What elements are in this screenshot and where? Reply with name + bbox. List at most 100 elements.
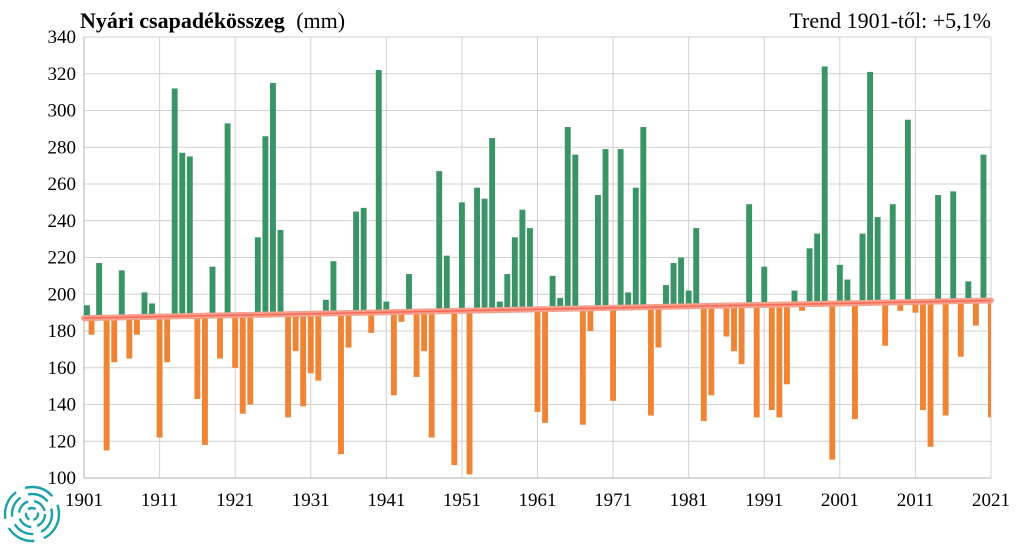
bar-1942	[390, 312, 397, 396]
bar-1903	[96, 263, 103, 318]
bar-1912	[164, 316, 171, 363]
bar-1934	[330, 261, 337, 314]
bar-1917	[201, 315, 208, 445]
bar-1940	[375, 70, 382, 313]
bar-1906	[118, 270, 125, 318]
x-tick-label: 1971	[594, 490, 632, 511]
bar-1993	[776, 304, 783, 418]
bar-2017	[957, 301, 964, 357]
bar-1902	[88, 317, 95, 335]
bar-1916	[194, 315, 201, 399]
bar-1924	[254, 237, 261, 315]
bar-1968	[587, 308, 594, 331]
y-axis-ticks: 340 320 300 280 260 240 220 200 180 160 140 120 100	[48, 27, 77, 489]
bar-1990	[753, 305, 760, 418]
bar-1946	[421, 311, 428, 352]
bar-1963	[549, 275, 556, 310]
x-tick-label: 1981	[670, 490, 708, 511]
bar-1931	[307, 313, 314, 374]
y-tick-label: 320	[48, 64, 77, 85]
x-tick-label: 2021	[972, 490, 1010, 511]
bar-1945	[413, 311, 420, 377]
bar-1973	[625, 292, 632, 308]
bar-2001	[836, 264, 843, 304]
bar-1944	[406, 274, 412, 312]
bar-1971	[610, 307, 617, 401]
y-tick-label: 100	[48, 468, 77, 489]
trend-label: Trend 1901-től: +5,1%	[789, 8, 991, 33]
bar-1935	[338, 313, 344, 455]
bar-1907	[126, 317, 133, 359]
logo-icon	[3, 485, 61, 543]
bar-2006	[874, 217, 881, 303]
x-tick-label: 2001	[821, 490, 859, 511]
trend-line-core	[83, 299, 992, 319]
bar-1970	[602, 149, 609, 308]
bar-1953	[474, 187, 480, 311]
bar-1954	[481, 198, 488, 311]
x-tick-label: 1951	[443, 490, 481, 511]
bar-1994	[783, 304, 790, 385]
bar-2003	[852, 303, 858, 420]
bar-2019	[972, 300, 979, 326]
chart-title-main: Nyári csapadékösszeg	[80, 8, 285, 33]
x-axis-ticks: 1901 1911 1921 1931 1941 1951 1961 1971 1981 1991…	[65, 490, 1010, 511]
bar-1905	[111, 317, 118, 363]
bars	[81, 66, 994, 475]
bar-1911	[156, 316, 163, 438]
x-tick-label: 1961	[519, 490, 557, 511]
bar-1943	[398, 311, 405, 322]
bar-1978	[663, 285, 669, 307]
bar-1955	[489, 138, 496, 311]
bar-1984	[708, 305, 715, 396]
bar-1987	[731, 305, 737, 352]
bar-1960	[526, 228, 533, 310]
y-tick-label: 140	[48, 395, 77, 416]
bar-1952	[466, 310, 473, 475]
bar-1901	[84, 305, 90, 319]
bar-1982	[693, 228, 700, 307]
bar-1918	[209, 266, 216, 316]
bar-2011	[912, 301, 919, 313]
bar-2021	[988, 300, 991, 418]
bar-1992	[768, 304, 775, 411]
bar-1904	[103, 317, 110, 451]
bar-1926	[270, 82, 276, 315]
bar-1929	[292, 314, 299, 352]
bar-1966	[572, 154, 579, 309]
x-tick-label: 1991	[745, 490, 783, 511]
y-tick-label: 200	[48, 284, 77, 305]
bar-1941	[383, 301, 390, 313]
bar-1996	[799, 304, 805, 311]
bar-1910	[149, 303, 155, 317]
y-tick-label: 240	[48, 211, 77, 232]
bar-2015	[942, 301, 949, 416]
bar-2016	[950, 191, 957, 302]
y-tick-label: 280	[48, 137, 77, 158]
bar-1989	[746, 204, 753, 306]
bar-2012	[920, 301, 926, 411]
bar-1923	[247, 314, 254, 405]
x-tick-label: 2011	[897, 490, 934, 511]
bar-1972	[617, 149, 624, 308]
bar-1999	[821, 66, 828, 304]
bar-2014	[935, 195, 942, 302]
bar-1964	[557, 297, 564, 309]
x-tick-label: 1921	[216, 490, 254, 511]
bar-1921	[232, 315, 239, 368]
bar-2004	[859, 233, 866, 303]
x-tick-label: 1931	[292, 490, 330, 511]
bar-1986	[723, 305, 730, 337]
bar-1915	[186, 156, 193, 317]
bar-1962	[542, 309, 549, 423]
bar-1977	[655, 306, 662, 348]
x-tick-label: 1941	[367, 490, 405, 511]
bar-1980	[678, 257, 685, 307]
bar-1948	[436, 171, 443, 312]
bar-1925	[262, 136, 269, 315]
bar-1957	[504, 274, 511, 310]
bar-1922	[239, 315, 246, 414]
bar-2010	[904, 119, 911, 303]
bar-1951	[458, 202, 465, 311]
